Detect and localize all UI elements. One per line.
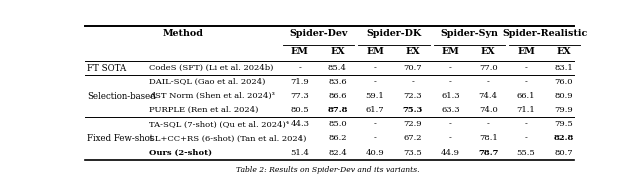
Text: -: - xyxy=(524,64,527,72)
Text: 74.4: 74.4 xyxy=(479,92,498,100)
Text: Ours (2-shot): Ours (2-shot) xyxy=(149,149,212,157)
Text: -: - xyxy=(298,64,301,72)
Text: -: - xyxy=(374,64,376,72)
Text: 80.9: 80.9 xyxy=(554,92,573,100)
Text: Table 2: Results on Spider-Dev and its variants.: Table 2: Results on Spider-Dev and its v… xyxy=(236,166,420,174)
Text: SL+CC+RS (6-shot) (Tan et al. 2024): SL+CC+RS (6-shot) (Tan et al. 2024) xyxy=(149,135,307,143)
Text: -: - xyxy=(524,120,527,128)
Text: -: - xyxy=(524,135,527,143)
Text: Selection-based: Selection-based xyxy=(87,92,156,101)
Text: 86.2: 86.2 xyxy=(328,135,347,143)
Text: EX: EX xyxy=(406,47,420,56)
Text: PURPLE (Ren et al. 2024): PURPLE (Ren et al. 2024) xyxy=(149,106,259,114)
Text: TA-SQL (7-shot) (Qu et al. 2024)⁴: TA-SQL (7-shot) (Qu et al. 2024)⁴ xyxy=(149,120,289,128)
Text: EM: EM xyxy=(442,47,460,56)
Text: 74.0: 74.0 xyxy=(479,106,497,114)
Text: Fixed Few-shot: Fixed Few-shot xyxy=(87,134,153,143)
Text: 80.5: 80.5 xyxy=(291,106,309,114)
Text: Method: Method xyxy=(163,29,204,38)
Text: 86.6: 86.6 xyxy=(328,92,347,100)
Text: EM: EM xyxy=(366,47,384,56)
Text: 76.0: 76.0 xyxy=(554,78,573,86)
Text: 75.3: 75.3 xyxy=(403,106,423,114)
Text: 80.7: 80.7 xyxy=(554,149,573,157)
Text: EM: EM xyxy=(291,47,308,56)
Text: EX: EX xyxy=(556,47,571,56)
Text: 66.1: 66.1 xyxy=(516,92,535,100)
Text: 83.1: 83.1 xyxy=(554,64,573,72)
Text: 77.3: 77.3 xyxy=(291,92,309,100)
Text: 83.6: 83.6 xyxy=(328,78,347,86)
Text: 40.9: 40.9 xyxy=(365,149,385,157)
Text: DAIL-SQL (Gao et al. 2024): DAIL-SQL (Gao et al. 2024) xyxy=(149,78,266,86)
Text: -: - xyxy=(449,120,452,128)
Text: 82.8: 82.8 xyxy=(554,135,574,143)
Text: 72.9: 72.9 xyxy=(403,120,422,128)
Text: 78.7: 78.7 xyxy=(478,149,499,157)
Text: -: - xyxy=(524,78,527,86)
Text: Spider-Dev: Spider-Dev xyxy=(289,29,348,38)
Text: -: - xyxy=(487,120,490,128)
Text: -: - xyxy=(298,135,301,143)
Text: AST Norm (Shen et al. 2024)³: AST Norm (Shen et al. 2024)³ xyxy=(149,92,275,100)
Text: 72.3: 72.3 xyxy=(403,92,422,100)
Text: EM: EM xyxy=(517,47,535,56)
Text: Spider-DK: Spider-DK xyxy=(366,29,422,38)
Text: -: - xyxy=(449,135,452,143)
Text: FT SOTA: FT SOTA xyxy=(87,64,126,73)
Text: 51.4: 51.4 xyxy=(291,149,309,157)
Text: 79.5: 79.5 xyxy=(554,120,573,128)
Text: 79.9: 79.9 xyxy=(554,106,573,114)
Text: 70.7: 70.7 xyxy=(403,64,422,72)
Text: 67.2: 67.2 xyxy=(404,135,422,143)
Text: 85.4: 85.4 xyxy=(328,64,347,72)
Text: Spider-Syn: Spider-Syn xyxy=(440,29,499,38)
Text: 73.5: 73.5 xyxy=(403,149,422,157)
Text: Spider-Realistic: Spider-Realistic xyxy=(502,29,588,38)
Text: 44.9: 44.9 xyxy=(441,149,460,157)
Text: 77.0: 77.0 xyxy=(479,64,497,72)
Text: 71.9: 71.9 xyxy=(291,78,309,86)
Text: 87.8: 87.8 xyxy=(327,106,348,114)
Text: -: - xyxy=(374,120,376,128)
Text: -: - xyxy=(449,64,452,72)
Text: -: - xyxy=(487,78,490,86)
Text: 61.3: 61.3 xyxy=(441,92,460,100)
Text: 61.7: 61.7 xyxy=(366,106,385,114)
Text: -: - xyxy=(449,78,452,86)
Text: -: - xyxy=(412,78,414,86)
Text: CodeS (SFT) (Li et al. 2024b): CodeS (SFT) (Li et al. 2024b) xyxy=(149,64,273,72)
Text: EX: EX xyxy=(330,47,345,56)
Text: -: - xyxy=(374,135,376,143)
Text: 82.4: 82.4 xyxy=(328,149,347,157)
Text: 44.3: 44.3 xyxy=(290,120,309,128)
Text: 85.0: 85.0 xyxy=(328,120,347,128)
Text: 55.5: 55.5 xyxy=(516,149,535,157)
Text: 71.1: 71.1 xyxy=(516,106,535,114)
Text: EX: EX xyxy=(481,47,495,56)
Text: 59.1: 59.1 xyxy=(365,92,385,100)
Text: -: - xyxy=(374,78,376,86)
Text: 63.3: 63.3 xyxy=(441,106,460,114)
Text: 78.1: 78.1 xyxy=(479,135,497,143)
